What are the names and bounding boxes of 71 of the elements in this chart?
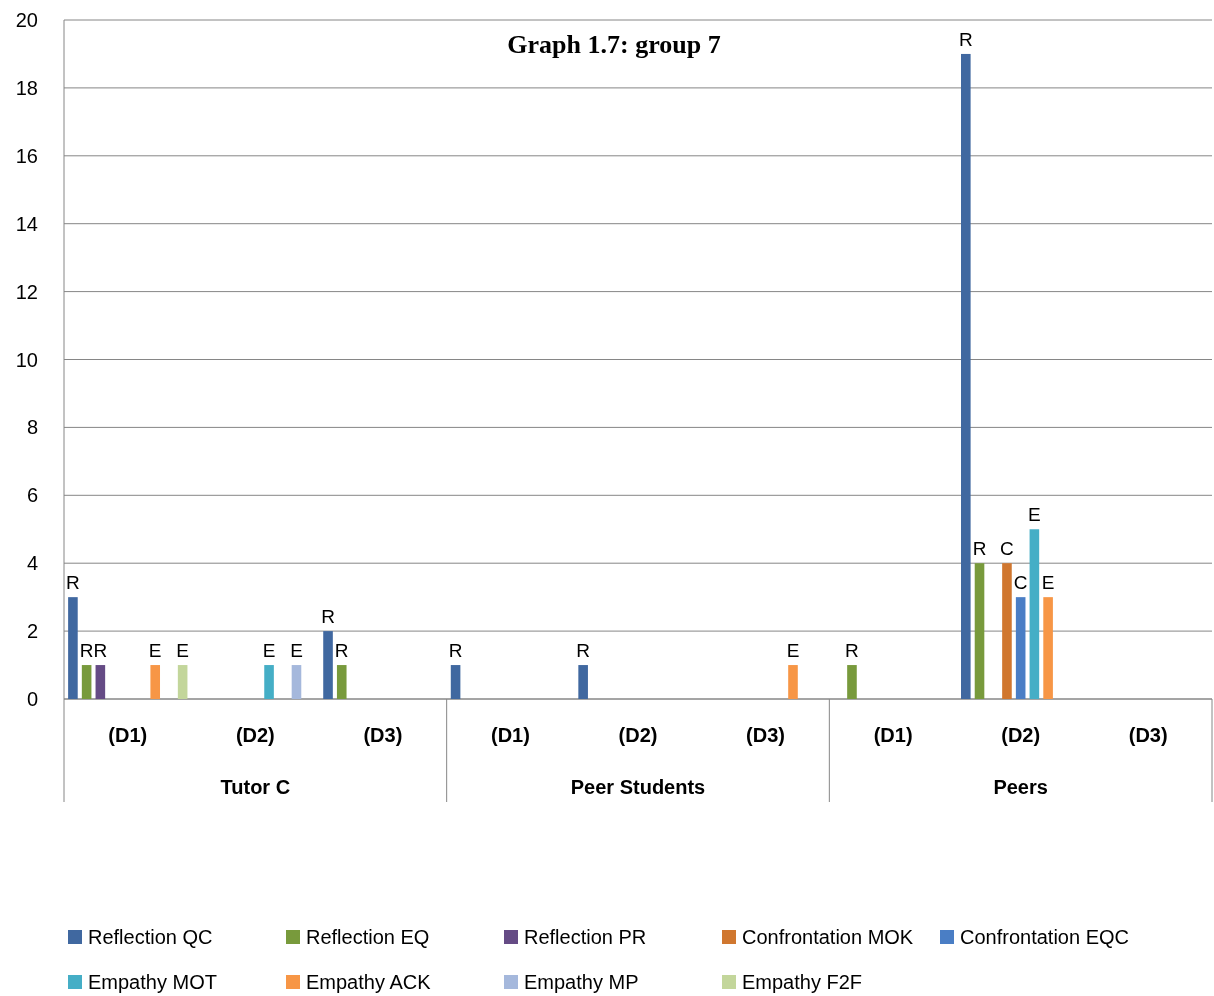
bar — [264, 665, 274, 699]
data-label: E — [786, 640, 800, 662]
data-label: E — [290, 640, 303, 662]
text: Peer Students — [570, 776, 706, 798]
y-tick-label: 12 — [15, 280, 38, 303]
y-tick-label: 6 — [26, 484, 38, 507]
x-tick-label: (D3) — [363, 724, 403, 746]
chart-title: Graph 1.7: group 7 — [507, 30, 721, 59]
legend-label: Empathy MOT — [88, 971, 217, 993]
bar — [1043, 597, 1053, 699]
y-tick-label: 18 — [15, 76, 38, 99]
data-label: R — [334, 640, 349, 662]
bar — [336, 665, 347, 699]
data-label: R — [958, 28, 973, 50]
x-tick-label: (D1) — [491, 724, 530, 746]
bar — [150, 665, 161, 699]
bar — [1002, 563, 1012, 699]
y-tick-label: 10 — [15, 348, 38, 371]
y-tick-label: 0 — [26, 688, 38, 710]
x-tick-label: (D1) — [873, 724, 913, 746]
data-label: R — [79, 640, 94, 662]
data-label: R — [66, 572, 80, 594]
data-label: E — [148, 640, 162, 662]
bar — [847, 665, 857, 699]
bar — [1029, 529, 1040, 699]
y-tick-label: 20 — [15, 9, 38, 31]
bar — [291, 665, 302, 699]
y-tick-label: 4 — [26, 552, 38, 575]
data-label: R — [972, 538, 987, 560]
bar — [450, 665, 461, 699]
bar — [1015, 597, 1026, 699]
bar — [961, 53, 971, 699]
data-label: C — [1000, 538, 1014, 560]
bar — [323, 631, 333, 699]
data-label: R — [845, 640, 859, 662]
bar — [578, 665, 588, 699]
legend-label: Confrontation MOK — [742, 926, 914, 948]
y-tick-label: 2 — [26, 620, 38, 643]
data-label: E — [262, 640, 276, 662]
data-label: R — [576, 640, 590, 662]
text: Tutor C — [220, 776, 291, 798]
bar — [974, 563, 985, 699]
bar — [177, 665, 188, 699]
data-label: E — [1041, 572, 1055, 594]
bar — [788, 665, 798, 699]
legend-label: Empathy F2F — [742, 971, 863, 993]
data-label: C — [1013, 572, 1028, 594]
bar — [95, 665, 106, 699]
data-label: R — [321, 606, 335, 628]
legend-label: Reflection QC — [88, 926, 213, 948]
bar — [81, 665, 92, 699]
legend-label: Reflection PR — [524, 926, 647, 948]
x-tick-label: (D2) — [235, 724, 275, 746]
legend-label: Reflection EQ — [306, 926, 430, 948]
legend-label: Empathy ACK — [306, 971, 432, 993]
data-label: E — [1028, 504, 1041, 526]
y-tick-label: 14 — [15, 212, 38, 235]
legend-label: Confrontation EQC — [960, 926, 1129, 948]
x-tick-label: (D2) — [1001, 724, 1041, 746]
text: Peers — [993, 776, 1048, 798]
x-tick-label: (D3) — [746, 724, 785, 746]
data-label: R — [448, 640, 463, 662]
legend-label: Empathy MP — [524, 971, 639, 993]
x-tick-label: (D1) — [108, 724, 148, 746]
y-tick-label: 8 — [26, 416, 38, 439]
bar — [68, 597, 78, 699]
data-label: E — [176, 640, 189, 662]
y-tick-label: 16 — [15, 144, 38, 167]
x-tick-label: (D3) — [1128, 724, 1168, 746]
x-tick-label: (D2) — [618, 724, 658, 746]
data-label: R — [93, 640, 108, 662]
